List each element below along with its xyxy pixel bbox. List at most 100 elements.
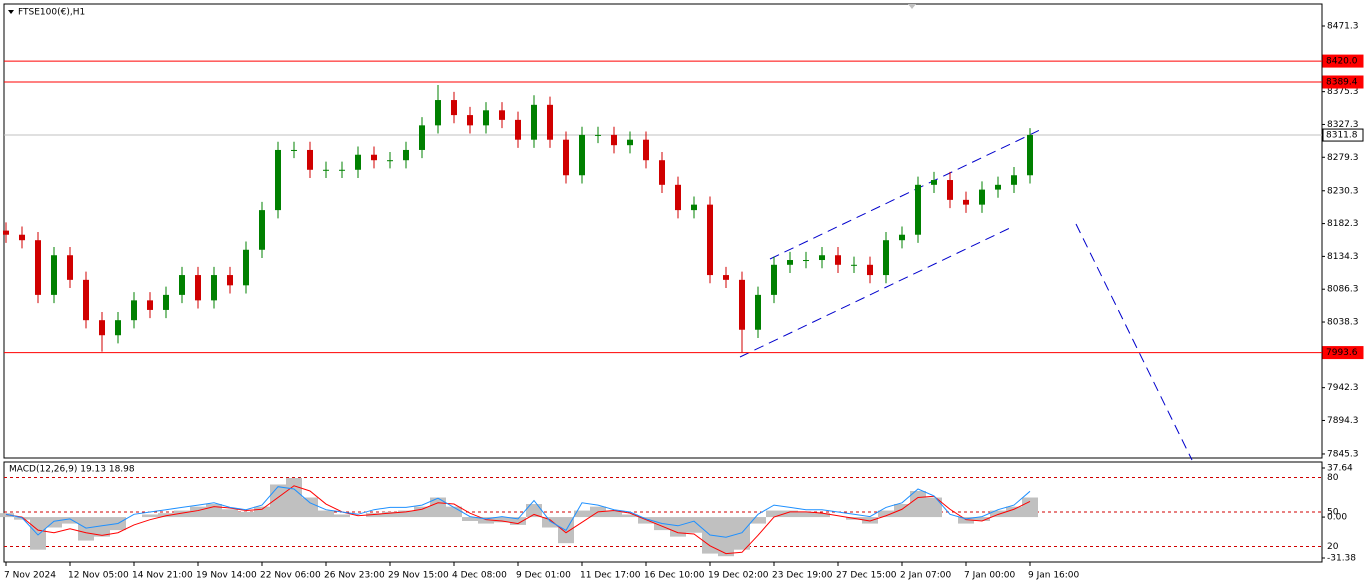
macd-bar [878,510,894,518]
macd-bar [190,506,206,518]
macd-bar [30,517,46,550]
candle-body [371,154,377,161]
candle-body [291,149,297,151]
candle-body [659,160,665,185]
macd-bar [478,517,494,524]
macd-bar [62,517,78,524]
y-tick-label: 37.64 [1327,463,1353,473]
macd-bar [382,511,398,518]
candle-body [563,139,569,176]
macd-bar [446,506,462,518]
level-label: 8420.0 [1326,57,1358,67]
candle-body [883,240,889,276]
candle-body [547,104,553,140]
macd-bar [718,517,734,557]
x-tick-label: 4 Dec 08:00 [452,571,507,581]
shift-marker [908,4,916,9]
candle-body [595,134,601,136]
signal-line [5,485,1031,555]
macd-bar [894,504,910,518]
macd-bar [926,497,942,518]
candle-body [19,234,25,241]
x-tick-label: 12 Nov 05:00 [68,571,129,581]
macd-bar [462,517,478,521]
y-tick-label: 7845.3 [1327,449,1359,459]
candle-body [819,255,825,261]
macd-bar [366,513,382,518]
macd-bar [814,513,830,518]
macd-bar [46,517,62,528]
candle-body [83,279,89,321]
macd-bar [606,510,622,518]
macd-bar [142,514,158,518]
y-tick-label: 7894.3 [1327,416,1359,426]
candle-body [723,275,729,280]
macd-bar [686,517,702,533]
menu-arrow[interactable] [8,10,14,14]
level-badge [1322,75,1364,89]
macd-bar [494,517,510,523]
candle-body [675,184,681,211]
candle-body [339,169,345,171]
macd-title: MACD(12,26,9) 19.13 18.98 [9,465,135,475]
candle-body [3,230,9,235]
macd-bar [94,517,110,537]
x-tick-label: 27 Dec 15:00 [836,571,897,581]
candle-body [755,294,761,330]
y-tick-label: 8134.3 [1327,252,1359,262]
y-tick-label: 8471.3 [1327,22,1359,32]
candle-body [579,134,585,176]
x-tick-label: 26 Nov 23:00 [324,571,385,581]
macd-bar [206,504,222,518]
candle-body [419,125,425,150]
x-tick-label: 22 Nov 06:00 [260,571,321,581]
candle-body [483,110,489,126]
candle-body [947,180,953,200]
oscillator-line [5,486,1031,538]
candle-body [307,149,313,170]
trend-lines [739,127,1193,461]
candle-body [67,255,73,280]
x-tick-label: 16 Dec 10:00 [644,571,705,581]
macd-bar [270,484,286,518]
macd-bar [734,517,750,550]
candle-body [179,275,185,295]
candle-body [531,104,537,140]
y2-tick-label: 50 [1327,508,1339,518]
candle-body [403,149,409,161]
y-tick-label: 8086.3 [1327,285,1359,295]
x-tick-label: 11 Dec 17:00 [580,571,641,581]
candle-body [915,184,921,235]
chart-title: FTSE100(€),H1 [18,8,85,18]
macd-bar [510,517,526,525]
candle-body [323,169,329,171]
candle-body [227,275,233,286]
macd-bar [1022,497,1038,518]
candle-body [115,320,121,336]
macd-bar [254,506,270,518]
candle-body [643,139,649,161]
x-tick-label: 2 Jan 07:00 [900,571,952,581]
projection-line [1075,223,1193,461]
candle-body [387,160,393,162]
candle-body [771,264,777,295]
y2-tick-label: 20 [1327,542,1339,552]
level-badge [1322,128,1364,142]
x-tick-label: 7 Jan 00:00 [964,571,1016,581]
x-tick-label: 19 Dec 02:00 [708,571,769,581]
candle-body [1011,175,1017,185]
candle-body [627,139,633,146]
candle-body [211,275,217,301]
candle-body [979,189,985,205]
macd-bar [414,506,430,518]
macd-bar [526,504,542,518]
channel-lower [739,226,1013,358]
candle-body [435,100,441,126]
macd-bar [574,510,590,518]
level-label: 8311.8 [1326,131,1358,141]
candle-body [163,294,169,310]
x-tick-label: 7 Nov 2024 [4,571,56,581]
macd-bar [78,517,94,541]
level-badge [1322,54,1364,68]
